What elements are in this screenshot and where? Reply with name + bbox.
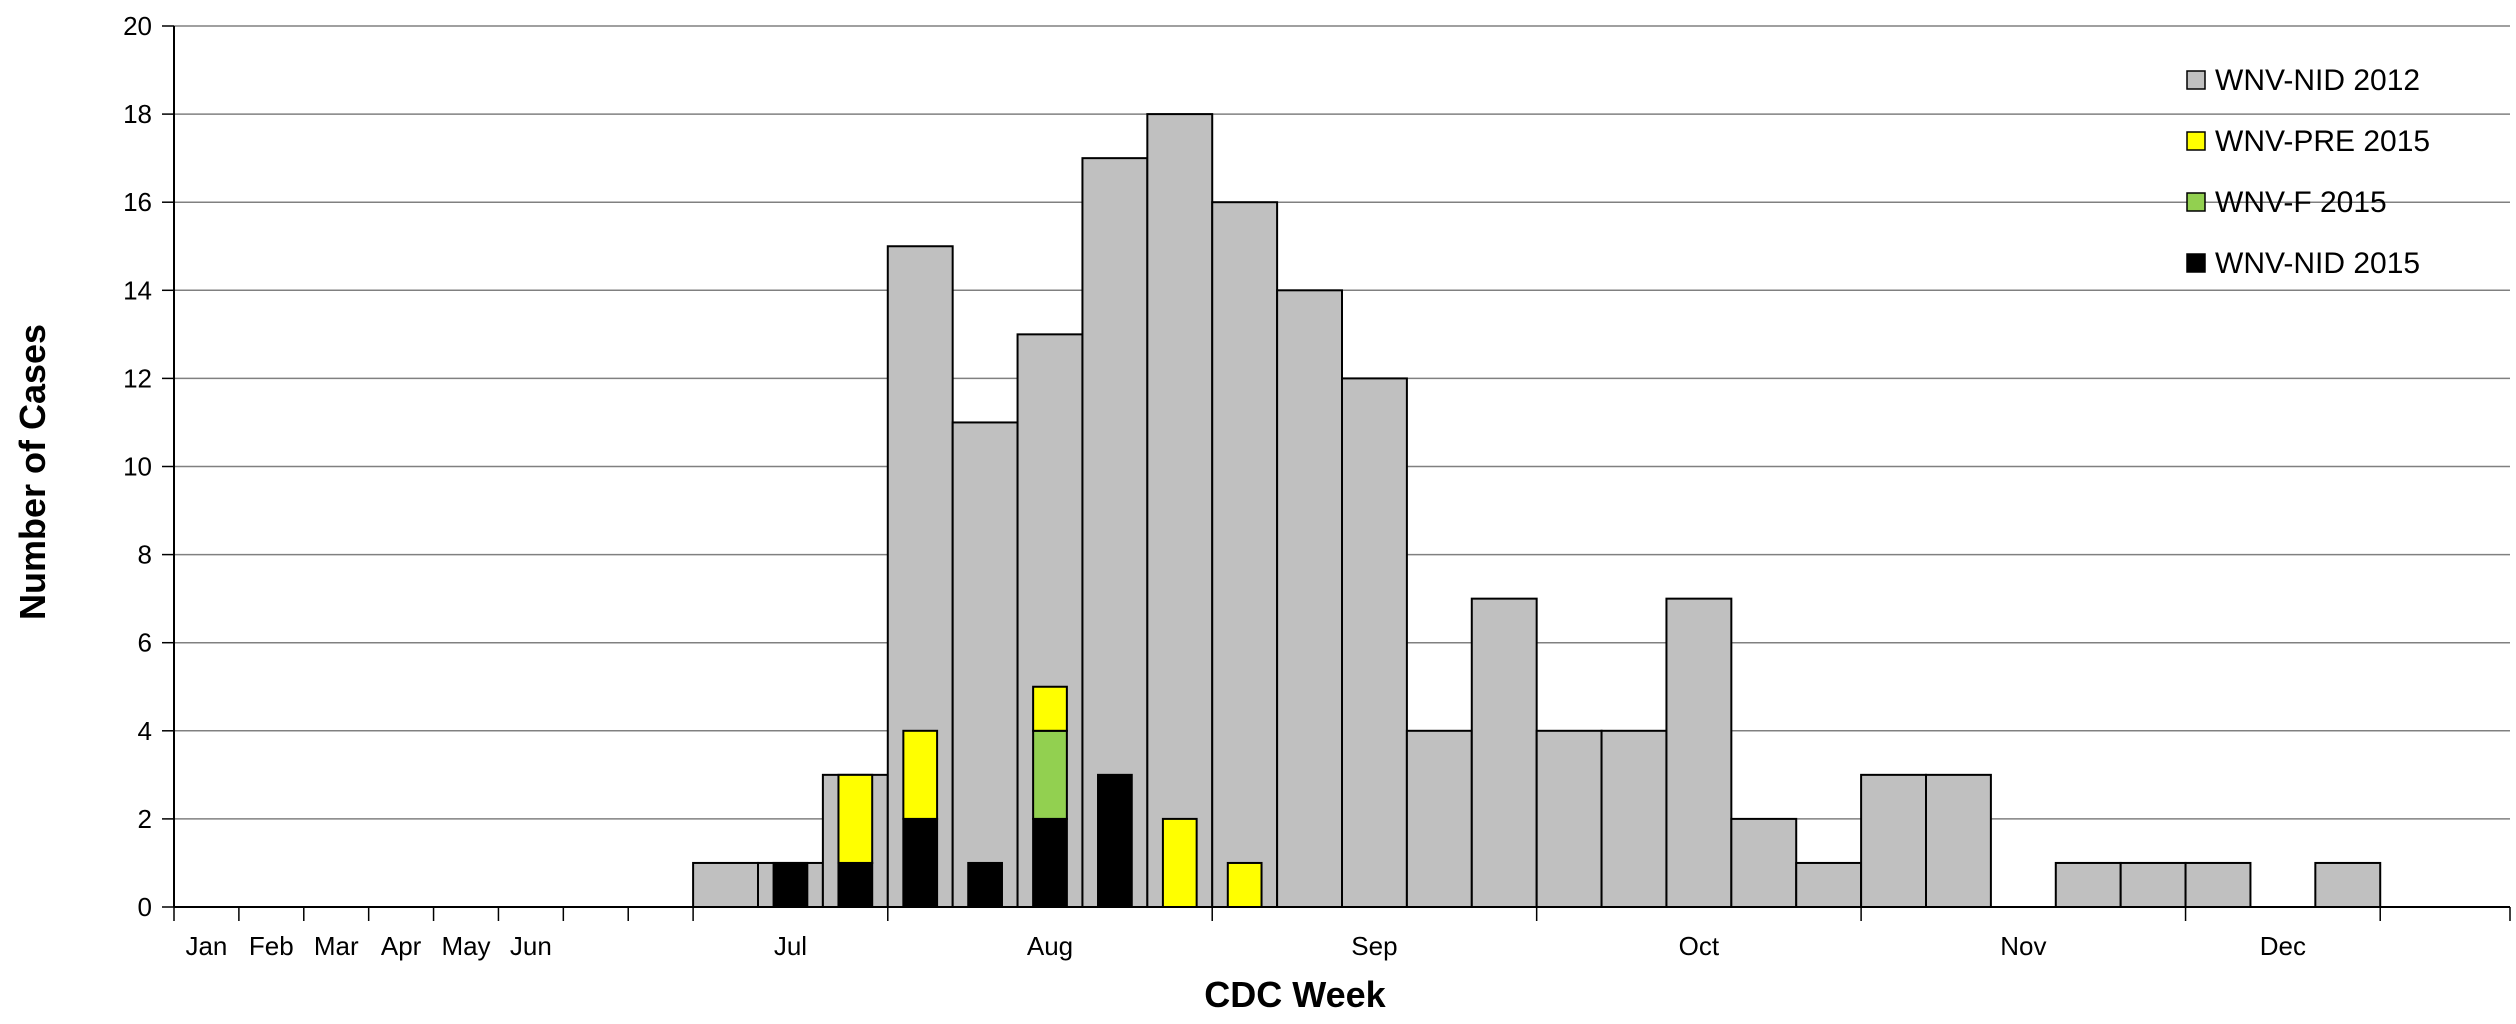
legend-label: WNV-NID 2015: [2215, 247, 2420, 280]
bars-wnv-nid-2012: [692, 113, 2382, 909]
bar-wnv-nid-2015: [902, 817, 939, 909]
x-tick-labels: Jan Feb Mar Apr May Jun Jul Aug Sep Oct Nov Dec: [185, 931, 2306, 961]
legend-swatch: [2186, 131, 2206, 151]
x-tick-label: Nov: [2000, 931, 2046, 961]
bar-wnv-nid-2012: [1146, 113, 1214, 909]
legend: WNV-NID 2012 WNV-PRE 2015 WNV-F 2015 WNV-NI…: [2186, 64, 2430, 280]
bar-wnv-nid-2012: [1925, 773, 1992, 908]
legend-label: WNV-F 2015: [2215, 186, 2387, 219]
axes: [173, 26, 2511, 921]
x-tick-label: Dec: [2260, 931, 2306, 961]
bar-wnv-nid-2012: [1795, 861, 1863, 909]
bar-wnv-nid-2015: [1032, 817, 1068, 909]
legend-label: WNV-PRE 2015: [2215, 125, 2430, 158]
bar-wnv-pre-2015: [902, 729, 939, 820]
y-tick-label: 12: [123, 363, 152, 393]
x-tick-label: Sep: [1351, 931, 1397, 961]
legend-swatch: [2186, 192, 2206, 212]
y-tick-label: 16: [123, 187, 152, 217]
y-tick-label: 14: [123, 275, 152, 305]
bar-wnv-pre-2015: [1161, 817, 1198, 909]
y-tick-label: 8: [138, 540, 152, 570]
bar-wnv-nid-2012: [1730, 817, 1798, 909]
bar-wnv-nid-2012: [1665, 597, 1733, 909]
bar-wnv-nid-2015: [837, 861, 874, 909]
legend-label: WNV-NID 2012: [2215, 64, 2420, 97]
x-tick-label: Aug: [1027, 931, 1073, 961]
bar-wnv-nid-2012: [1535, 729, 1603, 908]
bar-wnv-nid-2012: [1405, 729, 1473, 908]
bar-wnv-nid-2012: [2184, 861, 2252, 909]
legend-swatch: [2186, 70, 2206, 90]
legend-swatch: [2186, 253, 2206, 273]
y-axis-title: Number of Cases: [12, 324, 53, 620]
y-tick-label: 6: [138, 628, 152, 658]
bar-wnv-f-2015: [1032, 729, 1068, 820]
bar-wnv-nid-2012: [1211, 201, 1279, 908]
y-tick-label: 0: [138, 892, 152, 922]
bar-wnv-nid-2012: [1860, 773, 1927, 908]
bar-wnv-nid-2015: [967, 861, 1003, 909]
bar-wnv-nid-2015: [1097, 773, 1133, 908]
y-tick-label: 10: [123, 452, 152, 482]
x-tick-label: Oct: [1679, 931, 1720, 961]
y-tick-label: 4: [138, 716, 152, 746]
y-tick-label: 2: [138, 804, 152, 834]
bar-wnv-nid-2012: [2119, 861, 2187, 909]
bar-wnv-pre-2015: [1226, 861, 1263, 909]
y-tick-label: 20: [123, 11, 152, 41]
x-tick-label: Jan: [185, 931, 227, 961]
bar-wnv-nid-2015: [772, 861, 809, 909]
bar-wnv-nid-2012: [1470, 597, 1538, 909]
x-tick-label: Jul: [774, 931, 807, 961]
bar-wnv-nid-2012: [692, 861, 759, 909]
bars-2015-stacked: [772, 685, 1263, 909]
x-tick-label: May: [441, 931, 490, 961]
bar-wnv-nid-2012: [1276, 289, 1343, 908]
x-tick-label: Apr: [381, 931, 422, 961]
y-tick-labels: 0 2 4 6 8 10 12 14 16 18 20: [123, 11, 152, 922]
x-tick-label: Jun: [510, 931, 552, 961]
bar-wnv-nid-2012: [2054, 861, 2122, 909]
bar-wnv-nid-2012: [2314, 861, 2382, 909]
bar-wnv-nid-2012: [1600, 729, 1668, 908]
x-tick-label: Mar: [314, 931, 359, 961]
y-tick-label: 18: [123, 99, 152, 129]
bar-wnv-nid-2012: [951, 421, 1019, 908]
bar-wnv-pre-2015: [1032, 685, 1068, 732]
x-tick-label: Feb: [249, 931, 294, 961]
x-axis-title: CDC Week: [1204, 974, 1386, 1015]
bar-wnv-nid-2012: [1341, 377, 1408, 908]
bar-wnv-pre-2015: [837, 773, 874, 864]
